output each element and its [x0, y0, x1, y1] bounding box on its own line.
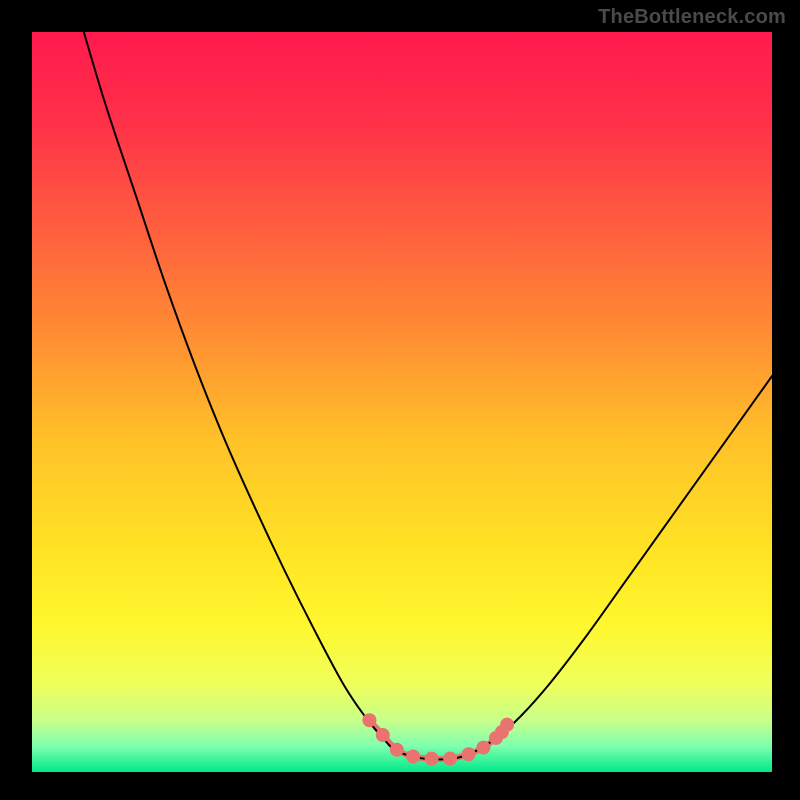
main-curve	[84, 32, 772, 759]
highlight-marker	[362, 713, 376, 727]
highlight-marker	[462, 747, 476, 761]
bottleneck-chart: TheBottleneck.com	[0, 0, 800, 800]
highlight-marker	[425, 752, 439, 766]
curve-layer	[32, 32, 772, 772]
highlight-marker	[443, 752, 457, 766]
highlight-markers	[362, 713, 514, 765]
watermark-text: TheBottleneck.com	[598, 6, 786, 29]
highlight-marker	[390, 743, 404, 757]
highlight-marker	[500, 718, 514, 732]
highlight-marker	[406, 749, 420, 763]
highlight-marker	[376, 728, 390, 742]
highlight-marker	[476, 741, 490, 755]
plot-area	[32, 32, 772, 772]
